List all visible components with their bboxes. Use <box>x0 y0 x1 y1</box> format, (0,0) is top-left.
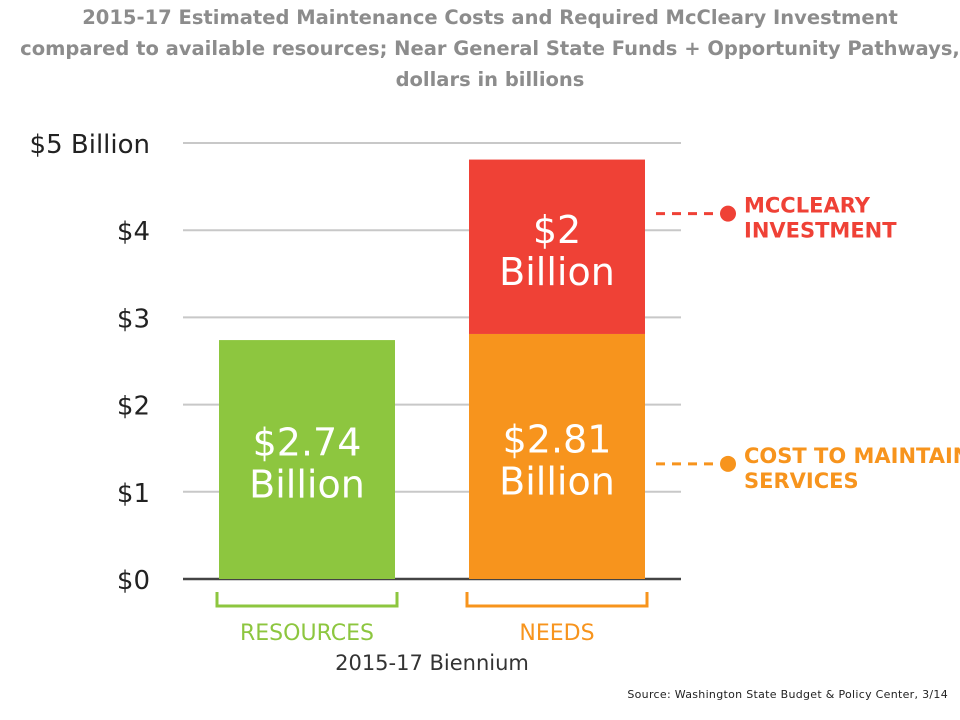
chart-title: 2015-17 Estimated Maintenance Costs and … <box>0 2 960 95</box>
source-note: Source: Washington State Budget & Policy… <box>627 688 948 701</box>
bar-segment <box>219 340 395 579</box>
y-tick-label: $3 <box>117 304 150 334</box>
legend-label: COST TO MAINTAIN <box>744 444 960 468</box>
bar-value-label: $2.74 <box>253 421 362 465</box>
legend-label: SERVICES <box>744 469 859 493</box>
x-tick-label: RESOURCES <box>240 621 374 646</box>
bar-value-label: Billion <box>249 463 365 507</box>
title-line-2: compared to available resources; Near Ge… <box>20 37 960 60</box>
bar-value-label: Billion <box>499 459 615 503</box>
y-tick-label: $2 <box>117 392 150 422</box>
y-tick-label: $5 Billion <box>30 130 150 160</box>
legend-label: INVESTMENT <box>744 219 897 243</box>
y-tick-label: $4 <box>117 217 150 247</box>
bar-segment <box>469 159 645 334</box>
x-axis-label: 2015-17 Biennium <box>335 651 529 675</box>
x-tick-label: NEEDS <box>519 621 594 646</box>
legend-label: MCCLEARY <box>744 194 871 218</box>
bar-value-label: $2.81 <box>503 417 612 461</box>
category-bracket <box>215 592 399 608</box>
title-line-1: 2015-17 Estimated Maintenance Costs and … <box>82 6 898 29</box>
category-bracket <box>465 592 649 608</box>
y-tick-label: $0 <box>117 566 150 596</box>
y-tick-label: $1 <box>117 479 150 509</box>
legend-marker <box>720 205 736 222</box>
bar-value-label: Billion <box>499 250 615 294</box>
bar-segment <box>469 333 645 579</box>
bar-value-label: $2 <box>533 208 581 252</box>
title-line-3: dollars in billions <box>395 68 585 91</box>
legend-marker <box>720 455 736 472</box>
